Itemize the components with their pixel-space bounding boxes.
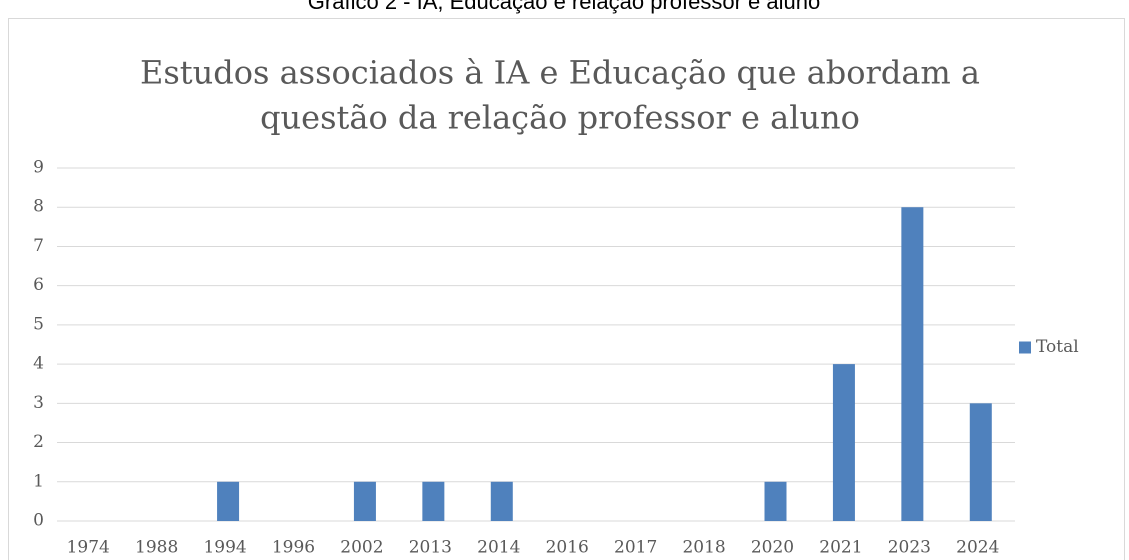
y-tick-label: 4 bbox=[33, 354, 44, 374]
y-tick-label: 3 bbox=[33, 393, 44, 413]
x-tick-label: 2016 bbox=[546, 538, 589, 558]
y-tick-label: 6 bbox=[33, 275, 44, 295]
chart-frame bbox=[8, 18, 1125, 560]
y-tick-label: 1 bbox=[33, 471, 44, 491]
x-tick-label: 1996 bbox=[272, 538, 315, 558]
x-tick-label: 2013 bbox=[409, 538, 452, 558]
bar bbox=[422, 481, 445, 521]
x-tick-label: 1988 bbox=[135, 538, 178, 558]
caption: Gráfico 2 - IA, Educação e relação profe… bbox=[308, 0, 820, 14]
bar bbox=[832, 364, 855, 521]
x-tick-label: 2020 bbox=[751, 538, 794, 558]
chart-title: questão da relação professor e aluno bbox=[260, 99, 860, 137]
x-tick-label: 2024 bbox=[956, 538, 999, 558]
bar bbox=[490, 481, 513, 521]
x-tick-label: 2018 bbox=[682, 538, 725, 558]
y-tick-label: 5 bbox=[33, 314, 44, 334]
y-tick-label: 2 bbox=[33, 432, 44, 452]
x-tick-label: 2021 bbox=[819, 538, 862, 558]
x-tick-label: 1994 bbox=[203, 538, 246, 558]
bar bbox=[969, 403, 992, 521]
bar bbox=[901, 207, 924, 521]
bar bbox=[764, 481, 787, 521]
bar bbox=[217, 481, 240, 521]
x-tick-label: 2014 bbox=[477, 538, 520, 558]
x-tick-label: 2017 bbox=[614, 538, 657, 558]
x-tick-label: 2002 bbox=[340, 538, 383, 558]
x-tick-label: 1974 bbox=[67, 538, 110, 558]
y-tick-label: 9 bbox=[33, 158, 44, 178]
x-tick-label: 2023 bbox=[888, 538, 931, 558]
bar bbox=[353, 481, 376, 521]
y-tick-label: 8 bbox=[33, 197, 44, 217]
chart-title: Estudos associados à IA e Educação que a… bbox=[140, 54, 980, 92]
legend-label: Total bbox=[1036, 337, 1079, 357]
y-tick-label: 0 bbox=[33, 511, 44, 531]
legend-swatch bbox=[1019, 341, 1031, 354]
y-tick-label: 7 bbox=[33, 236, 44, 256]
